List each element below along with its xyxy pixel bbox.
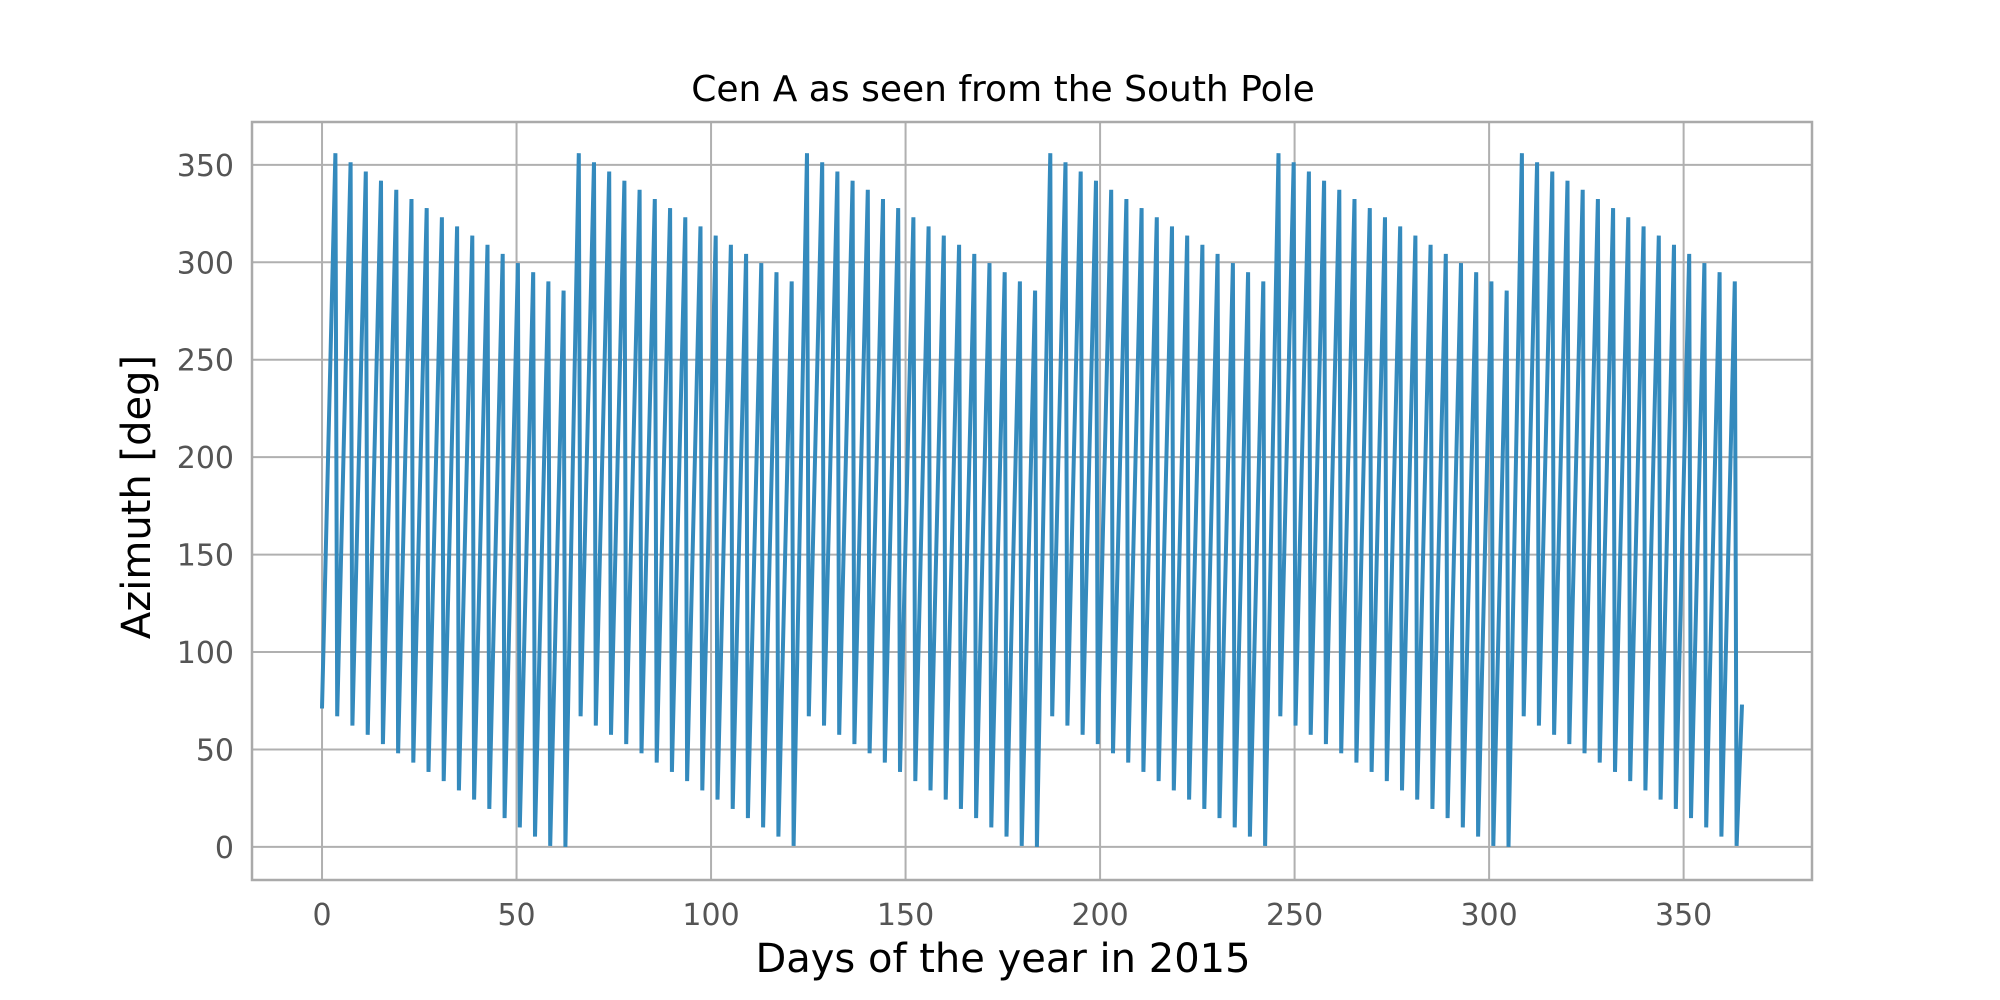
y-tick-label: 50: [196, 733, 234, 768]
x-tick-label: 150: [877, 898, 934, 933]
tick-labels: 0 50 100 150 200 250 300 350 0 50 100 150 200 250 300 3…: [177, 149, 1713, 933]
chart-title: Cen A as seen from the South Pole: [691, 69, 1315, 110]
y-tick-label: 0: [215, 831, 234, 866]
y-tick-label: 100: [177, 636, 234, 671]
y-axis-label: Azimuth [deg]: [114, 355, 160, 639]
y-tick-label: 250: [177, 344, 234, 379]
x-axis-label: Days of the year in 2015: [755, 936, 1250, 982]
y-tick-label: 350: [177, 149, 234, 184]
x-tick-label: 250: [1266, 898, 1323, 933]
x-tick-label: 300: [1460, 898, 1517, 933]
x-tick-label: 0: [312, 898, 331, 933]
y-tick-label: 300: [177, 246, 234, 281]
x-tick-label: 350: [1655, 898, 1712, 933]
series-layer: [320, 153, 1744, 847]
plot-frame: [250, 120, 1814, 882]
y-tick-label: 200: [177, 441, 234, 476]
y-tick-label: 150: [177, 539, 234, 574]
series-line-azimuth: [320, 153, 1744, 847]
x-tick-label: 100: [682, 898, 739, 933]
x-tick-label: 200: [1071, 898, 1128, 933]
x-tick-label: 50: [497, 898, 535, 933]
